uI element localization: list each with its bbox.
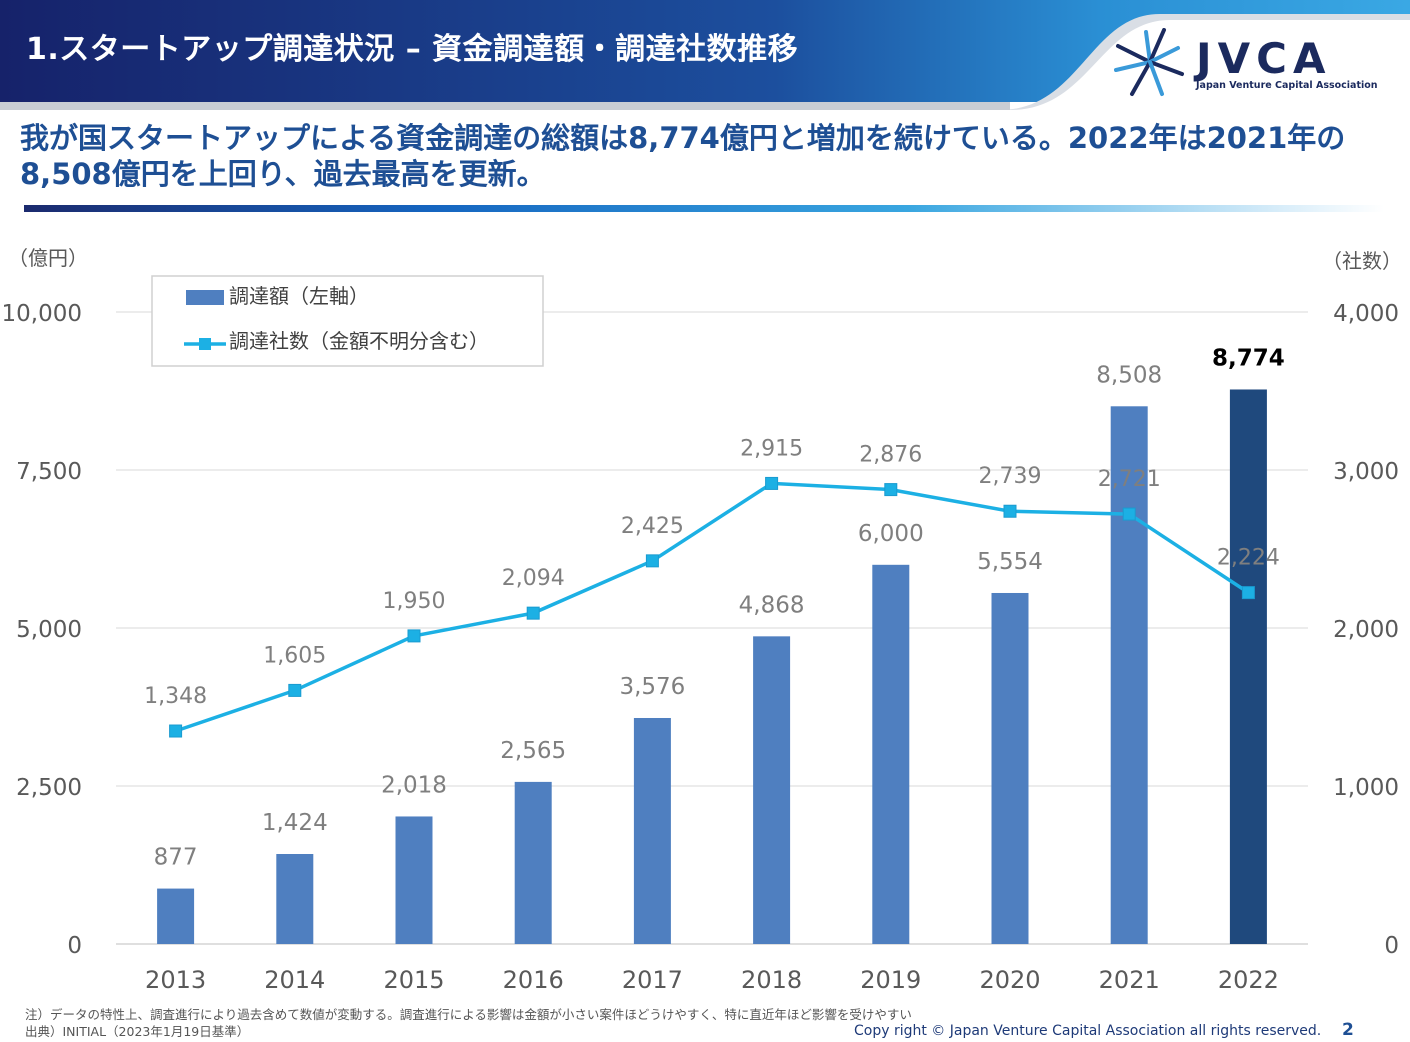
bar-data-label: 2,018 xyxy=(381,772,447,798)
line-point-marker xyxy=(288,683,302,697)
footnote-source: 出典）INITIAL（2023年1月19日基準） xyxy=(25,1024,250,1039)
line-data-label: 2,739 xyxy=(979,464,1042,489)
y-right-tick-label: 1,000 xyxy=(1333,775,1399,801)
y-left-tick-label: 10,000 xyxy=(2,301,82,327)
line-point-marker xyxy=(1241,586,1255,600)
logo-wordmark: JVCA xyxy=(1196,34,1332,83)
line-point-marker xyxy=(526,606,540,620)
line-data-label: 2,915 xyxy=(740,436,803,461)
headline-line-2: 8,508億円を上回り、過去最高を更新。 xyxy=(20,157,546,191)
bar-data-label: 2,565 xyxy=(500,738,566,764)
bar-data-label: 3,576 xyxy=(619,674,685,700)
x-tick-label: 2022 xyxy=(1218,966,1279,994)
bar xyxy=(753,636,791,944)
y-right-tick-label: 4,000 xyxy=(1333,301,1399,327)
y-left-tick-label: 2,500 xyxy=(16,775,82,801)
bar-data-label: 5,554 xyxy=(977,549,1043,575)
legend-bar-label: 調達額（左軸） xyxy=(229,284,369,308)
line-data-label: 2,425 xyxy=(621,514,684,539)
y-right-unit-label: （社数） xyxy=(1322,249,1402,273)
y-left-tick-label: 0 xyxy=(67,933,82,959)
bar xyxy=(395,816,433,944)
legend-bar-swatch xyxy=(186,290,224,305)
jvca-logo: JVCA Japan Venture Capital Association xyxy=(1112,28,1378,98)
x-tick-label: 2014 xyxy=(264,966,325,994)
x-tick-label: 2021 xyxy=(1099,966,1160,994)
line-data-label: 2,876 xyxy=(859,443,922,468)
line-point-marker xyxy=(1003,504,1017,518)
bar-data-label: 1,424 xyxy=(262,810,328,836)
line-data-label: 1,348 xyxy=(144,684,207,709)
bar xyxy=(872,564,910,944)
line-data-label: 2,224 xyxy=(1217,546,1280,571)
line-data-label: 2,094 xyxy=(502,566,565,591)
logo-subtitle: Japan Venture Capital Association xyxy=(1196,80,1378,91)
y-left-tick-label: 5,000 xyxy=(16,617,82,643)
y-left-tick-label: 7,500 xyxy=(16,459,82,485)
headline-underline xyxy=(24,205,1384,212)
legend-line-label: 調達社数（金額不明分含む） xyxy=(229,329,489,353)
x-tick-label: 2017 xyxy=(622,966,683,994)
jvca-burst-icon xyxy=(1114,28,1184,96)
y-right-tick-label: 3,000 xyxy=(1333,459,1399,485)
bar-data-label: 8,774 xyxy=(1212,345,1285,371)
page-title: 1.スタートアップ調達状況 – 資金調達額・調達社数推移 xyxy=(26,32,799,67)
line-data-label: 2,721 xyxy=(1098,467,1161,492)
line-point-marker xyxy=(645,554,659,568)
y-right-tick-label: 2,000 xyxy=(1333,617,1399,643)
page-number: 2 xyxy=(1342,1020,1354,1040)
bar-data-label: 877 xyxy=(154,845,198,871)
line-data-label: 1,950 xyxy=(383,589,446,614)
funding-chart: 0 2,500 5,000 7,500 10,000 0 1,000 2,000 3,000 4,… xyxy=(2,246,1402,994)
x-tick-label: 2013 xyxy=(145,966,206,994)
line-series-path xyxy=(175,481,1250,733)
x-tick-label: 2018 xyxy=(741,966,802,994)
line-point-marker xyxy=(1122,507,1136,521)
bar xyxy=(991,592,1029,944)
x-tick-label: 2015 xyxy=(383,966,444,994)
legend-line-marker xyxy=(199,338,211,350)
y-left-unit-label: （億円） xyxy=(8,246,88,270)
bar xyxy=(633,717,671,944)
bar xyxy=(276,854,314,944)
bar-data-label: 4,868 xyxy=(739,592,805,618)
bar xyxy=(514,781,552,944)
x-tick-label: 2020 xyxy=(979,966,1040,994)
bar-data-label: 8,508 xyxy=(1096,362,1162,388)
x-tick-label: 2019 xyxy=(860,966,921,994)
x-tick-label: 2016 xyxy=(503,966,564,994)
bar xyxy=(1110,406,1148,944)
footnote-note: 注）データの特性上、調査進行により過去含めて数値が変動する。調査進行による影響は… xyxy=(25,1007,912,1022)
header-banner: 1.スタートアップ調達状況 – 資金調達額・調達社数推移 JVCA Japan … xyxy=(0,0,1410,110)
line-data-label: 1,605 xyxy=(263,643,326,668)
copyright-text: Copy right © Japan Venture Capital Assoc… xyxy=(854,1023,1322,1039)
bar xyxy=(157,888,195,944)
line-point-marker xyxy=(169,724,183,738)
headline: 我が国スタートアップによる資金調達の総額は8,774億円と増加を続けている。20… xyxy=(20,120,1400,192)
bar xyxy=(1229,389,1267,944)
line-point-marker xyxy=(884,483,898,497)
line-point-marker xyxy=(765,476,779,490)
y-right-tick-label: 0 xyxy=(1384,933,1399,959)
headline-line-1: 我が国スタートアップによる資金調達の総額は8,774億円と増加を続けている。20… xyxy=(20,121,1346,155)
line-point-marker xyxy=(407,629,421,643)
bar-data-label: 6,000 xyxy=(858,521,924,547)
